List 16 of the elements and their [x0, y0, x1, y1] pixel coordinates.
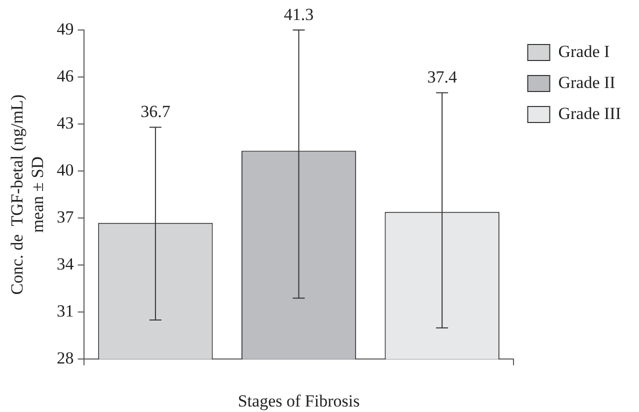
y-axis-title: Conc. de TGF-betal (ng/mL) mean ± SD: [8, 94, 48, 295]
legend-label: Grade III: [558, 104, 622, 123]
annotation: 36.7: [140, 102, 171, 122]
legend-label: Grade I: [558, 42, 610, 61]
annotation: 41.3: [284, 4, 314, 24]
y-tick-label: 28: [56, 348, 74, 368]
y-tick-label: 43: [56, 114, 74, 133]
y-tick-label: 46: [56, 66, 74, 86]
y-tick-label: 34: [56, 254, 74, 274]
y-tick-label: 40: [56, 160, 74, 180]
y-tick-label: 49: [56, 19, 74, 38]
y-tick-label: 37: [56, 208, 74, 227]
x-axis-title: Stages of Fibrosis: [238, 391, 360, 410]
annotation: 37.4: [427, 68, 458, 87]
legend-label: Grade II: [558, 72, 616, 92]
y-tick-label: 31: [56, 302, 74, 321]
